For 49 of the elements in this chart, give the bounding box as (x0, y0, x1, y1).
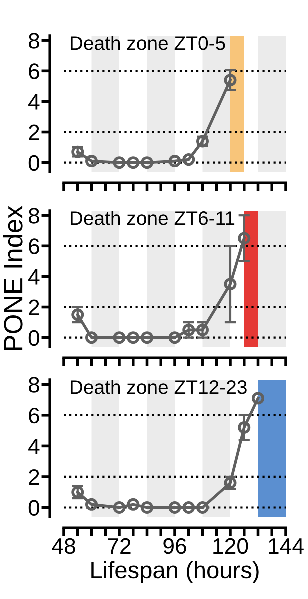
point (168, 155, 182, 168)
y-tick-label: 0 (28, 155, 40, 172)
y-tick-label: 4 (28, 269, 40, 285)
x-tick-label: 120 (214, 538, 248, 554)
point (113, 156, 126, 170)
point (113, 332, 126, 344)
point (224, 74, 237, 87)
x-tick-label: 144 (269, 538, 304, 554)
y-tick-label: 4 (28, 438, 40, 454)
point (86, 332, 98, 344)
point (127, 498, 140, 511)
x-tick-label: 96 (164, 538, 186, 554)
y-tick-label: 6 (29, 238, 40, 254)
point (238, 232, 251, 245)
point (127, 156, 140, 170)
y-tick-label: 2 (29, 470, 40, 486)
point (168, 332, 182, 344)
point (238, 421, 251, 434)
point (113, 502, 126, 514)
point (86, 498, 98, 511)
y-tick-label: 2 (29, 124, 40, 140)
y-axis-title: PONE Index (3, 206, 23, 350)
point (141, 332, 154, 344)
chart-title: Death zone ZT0-5 (70, 36, 226, 50)
point (168, 502, 182, 514)
point (224, 278, 237, 291)
y-tick-label: 6 (29, 64, 40, 80)
point (182, 154, 196, 166)
x-tick-label: 72 (108, 538, 131, 554)
point (141, 156, 154, 170)
y-tick-label: 4 (28, 94, 40, 110)
point (196, 502, 209, 514)
point (141, 502, 154, 514)
point (252, 392, 264, 405)
y-tick-label: 8 (28, 377, 40, 393)
point (127, 332, 140, 344)
x-tick-label: 48 (52, 538, 76, 554)
point (182, 502, 196, 514)
y-tick-label: 8 (28, 33, 40, 49)
chart-title: Death zone ZT12-23 (70, 380, 247, 394)
y-tick-label: 8 (28, 208, 40, 224)
point (86, 155, 98, 168)
y-tick-label: 6 (29, 408, 40, 424)
y-tick-label: 2 (29, 300, 40, 316)
y-tick-label: 0 (28, 500, 40, 516)
y-tick-label: 0 (28, 330, 40, 346)
chart-title: Death zone ZT6-11 (70, 211, 235, 226)
point (72, 308, 84, 322)
x-axis-title: Lifespan (hours) (92, 561, 259, 584)
